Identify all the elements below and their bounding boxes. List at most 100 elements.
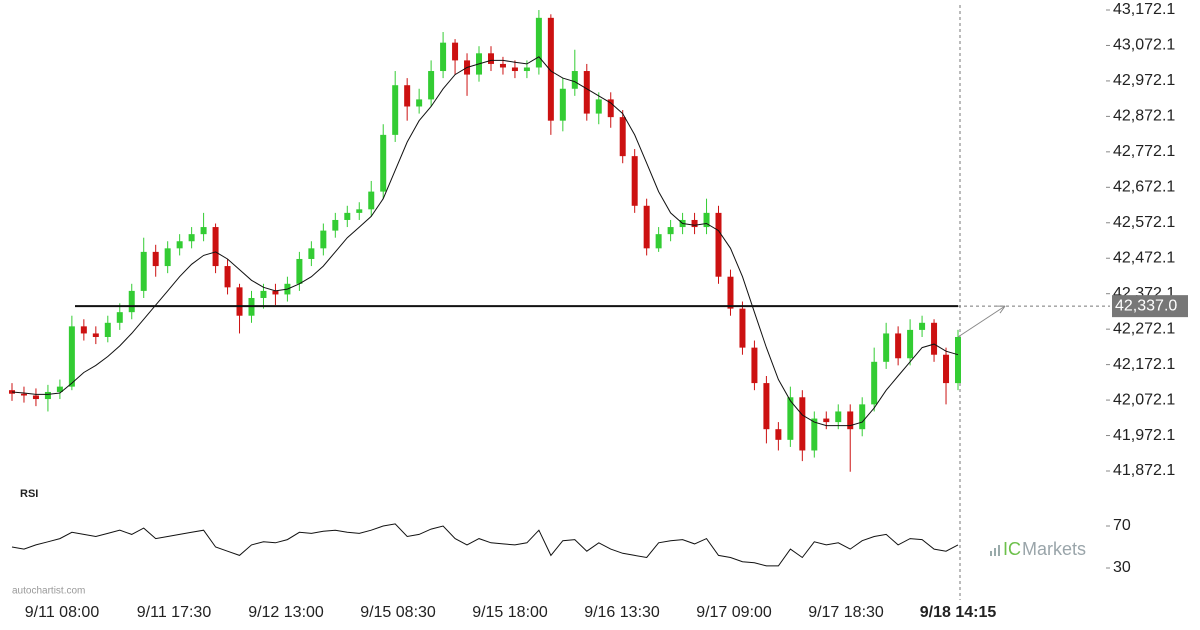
candle-body: [392, 85, 399, 135]
candle-body: [715, 212, 722, 277]
x-tick-label: 9/18 14:15: [920, 604, 997, 621]
candle-body: [152, 251, 159, 267]
candle-body: [380, 134, 387, 192]
candle-body: [631, 156, 638, 206]
candle-body: [667, 227, 674, 235]
candle-body: [20, 393, 27, 396]
y-tick-label: 42,072.1: [1113, 391, 1175, 408]
candle-body: [655, 234, 662, 249]
y-tick-label: 42,972.1: [1113, 72, 1175, 89]
candle-body: [92, 333, 99, 337]
y-tick-label: 42,272.1: [1113, 320, 1175, 337]
candle-body: [643, 205, 650, 249]
candle-body: [68, 326, 75, 387]
candle-body: [56, 386, 63, 392]
candle-body: [200, 227, 207, 235]
candle-body: [835, 411, 842, 423]
candle-body: [691, 219, 698, 228]
y-tick-label: 42,172.1: [1113, 356, 1175, 373]
x-tick-label: 9/16 13:30: [584, 604, 660, 621]
x-tick-label: 9/17 18:30: [808, 604, 884, 621]
brand-ic: IC: [1003, 539, 1021, 559]
level-badge: [1112, 295, 1188, 318]
candle-body: [272, 290, 279, 295]
candle-body: [763, 383, 770, 430]
y-tick-label: 41,872.1: [1113, 462, 1175, 479]
y-tick-label: 42,472.1: [1113, 249, 1175, 266]
candle-body: [895, 333, 902, 359]
candle-body: [907, 329, 914, 359]
candle-body: [140, 251, 147, 291]
candle-body: [44, 391, 51, 400]
candle-body: [595, 99, 602, 114]
arrow-head: [996, 305, 1006, 314]
candle-body: [751, 347, 758, 384]
candle-body: [188, 234, 195, 242]
candle-body: [356, 209, 363, 213]
y-tick-label: 42,772.1: [1113, 143, 1175, 160]
rsi-title: RSI: [20, 488, 38, 500]
rsi-tick-label: 70: [1113, 517, 1131, 534]
logo-bar: [998, 545, 1000, 556]
y-tick-label: 41,972.1: [1113, 427, 1175, 444]
brand-logo: IC Markets: [990, 539, 1086, 559]
candle-body: [416, 99, 423, 107]
candle-body: [703, 212, 710, 228]
candle-body: [727, 276, 734, 309]
candle-body: [547, 17, 554, 121]
candle-body: [164, 248, 171, 267]
candle-body: [811, 418, 818, 451]
candle-body: [487, 53, 494, 64]
candle-body: [440, 42, 447, 72]
candle-body: [775, 429, 782, 440]
brand-markets: Markets: [1022, 539, 1086, 559]
candle-body: [499, 63, 506, 68]
candle-body: [236, 287, 243, 316]
candle-body: [607, 99, 614, 118]
candle-body: [452, 42, 459, 61]
y-tick-label: 42,872.1: [1113, 108, 1175, 125]
x-tick-label: 9/15 08:30: [360, 604, 436, 621]
projection-arrow: [957, 305, 1006, 338]
candle-body: [9, 390, 15, 394]
candle-body: [212, 227, 219, 267]
candle-body: [535, 17, 542, 68]
candle-body: [787, 397, 794, 440]
candles: [9, 10, 961, 472]
candle-body: [80, 326, 87, 334]
rsi-line: [11, 523, 959, 567]
y-tick-label: 42,672.1: [1113, 179, 1175, 196]
x-tick-label: 9/11 08:00: [25, 604, 100, 621]
candle-body: [583, 71, 590, 114]
candle-body: [859, 404, 866, 430]
candle-body: [260, 290, 267, 298]
x-tick-label: 9/11 17:30: [137, 604, 212, 621]
y-tick-label: 42,572.1: [1113, 214, 1175, 231]
candle-body: [871, 361, 878, 405]
candle-body: [523, 67, 530, 72]
candle-body: [847, 411, 854, 430]
candle-body: [296, 258, 303, 284]
level-label: 42,337.0: [1115, 297, 1177, 314]
candle-body: [619, 117, 626, 157]
candle-body: [176, 241, 183, 249]
x-tick-label: 9/17 09:00: [696, 604, 772, 621]
candle-body: [308, 248, 315, 259]
candle-body: [116, 312, 123, 323]
x-tick-label: 9/12 13:00: [248, 604, 324, 621]
candle-body: [823, 418, 830, 423]
candle-body: [104, 322, 111, 337]
candle-body: [32, 395, 39, 400]
rsi-tick-label: 30: [1113, 559, 1131, 576]
candle-body: [943, 354, 950, 384]
candle-body: [571, 71, 578, 89]
watermark: autochartist.com: [12, 586, 85, 597]
candle-body: [224, 266, 231, 288]
moving-average: [11, 56, 959, 427]
candle-body: [332, 219, 339, 231]
candle-body: [128, 290, 135, 313]
candle-body: [739, 308, 746, 348]
candle-body: [428, 71, 435, 100]
candle-body: [511, 67, 518, 72]
